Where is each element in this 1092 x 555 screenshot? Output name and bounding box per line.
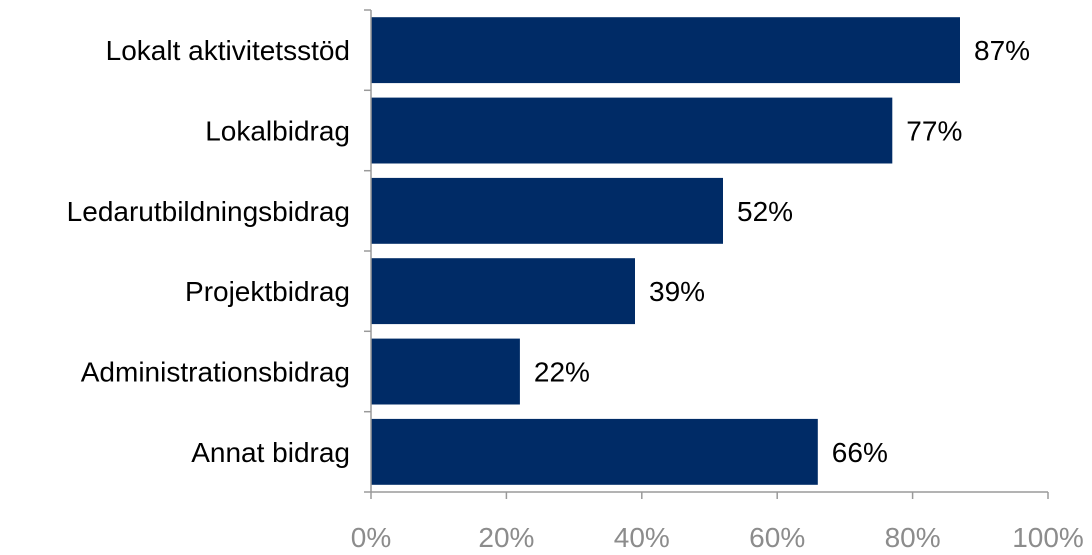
labels-group: Lokalt aktivitetsstöd 87% Lokalbidrag 77% Le…: [67, 35, 1084, 553]
x-tick-label: 40%: [614, 522, 670, 553]
data-label: 77%: [906, 116, 962, 147]
data-label: 66%: [832, 437, 888, 468]
data-label: 52%: [737, 196, 793, 227]
category-label: Projektbidrag: [185, 276, 350, 307]
bar: [371, 17, 960, 84]
x-tick-label: 80%: [885, 522, 941, 553]
bars-group: [371, 17, 960, 485]
data-label: 22%: [534, 357, 590, 388]
category-label: Lokalbidrag: [205, 116, 350, 147]
data-label: 87%: [974, 35, 1030, 66]
category-label: Ledarutbildningsbidrag: [67, 196, 350, 227]
category-label: Lokalt aktivitetsstöd: [106, 35, 350, 66]
bar: [371, 418, 818, 485]
bar: [371, 338, 520, 405]
data-label: 39%: [649, 276, 705, 307]
category-label: Annat bidrag: [191, 437, 350, 468]
bar: [371, 258, 635, 325]
category-label: Administrationsbidrag: [81, 357, 350, 388]
x-tick-label: 60%: [749, 522, 805, 553]
x-tick-label: 100%: [1012, 522, 1084, 553]
bar: [371, 177, 723, 244]
x-tick-label: 0%: [351, 522, 391, 553]
bar: [371, 97, 893, 164]
x-tick-label: 20%: [478, 522, 534, 553]
axes-group: [364, 9, 1049, 499]
